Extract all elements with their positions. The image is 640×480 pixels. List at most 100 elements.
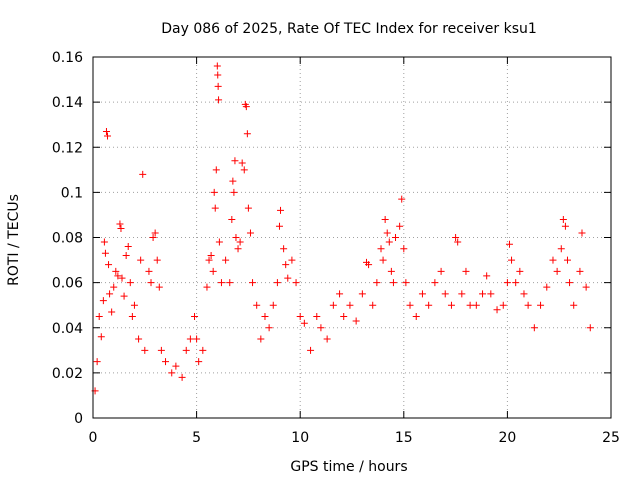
data-point (226, 279, 234, 287)
data-point (288, 256, 296, 264)
data-point (400, 245, 408, 253)
data-points (91, 62, 594, 395)
data-point (182, 346, 190, 354)
data-point (139, 170, 147, 178)
data-point (329, 301, 337, 309)
data-point (130, 301, 138, 309)
data-point (524, 301, 532, 309)
data-point (120, 292, 128, 300)
data-point (118, 274, 126, 282)
y-tick-label: 0.14 (52, 95, 83, 111)
x-tick-label: 20 (498, 430, 516, 446)
data-point (561, 222, 569, 230)
data-point (122, 252, 130, 260)
data-point (317, 324, 325, 332)
data-point (242, 103, 250, 111)
data-point (93, 358, 101, 366)
data-point (195, 358, 203, 366)
data-point (437, 267, 445, 275)
data-point (570, 301, 578, 309)
data-point (117, 224, 125, 232)
data-point (230, 188, 238, 196)
data-point (512, 279, 520, 287)
data-point (186, 335, 194, 343)
data-point (277, 206, 285, 214)
ticks (92, 56, 612, 419)
data-point (292, 279, 300, 287)
data-point (557, 245, 565, 253)
data-point (222, 256, 230, 264)
data-point (582, 283, 590, 291)
data-point (153, 256, 161, 264)
data-point (240, 166, 248, 174)
data-point (207, 252, 215, 260)
data-point (425, 301, 433, 309)
data-point (112, 267, 120, 275)
y-tick-label: 0.02 (52, 366, 83, 382)
data-point (537, 301, 545, 309)
y-tick-label: 0.16 (52, 50, 83, 66)
data-point (381, 215, 389, 223)
y-tick-labels: 0 0.02 0.04 0.06 0.08 0.1 0.12 0.14 0.16 (52, 50, 83, 427)
data-point (452, 234, 460, 241)
data-point (365, 261, 373, 269)
data-point (508, 256, 516, 264)
data-point (135, 335, 143, 343)
data-point (385, 238, 393, 246)
data-point (100, 238, 108, 246)
data-point (352, 317, 360, 325)
x-tick-label: 25 (602, 430, 620, 446)
data-point (300, 319, 308, 327)
data-point (211, 204, 219, 212)
data-point (151, 229, 159, 237)
data-point (269, 301, 277, 309)
data-point (246, 229, 254, 237)
data-point (147, 279, 155, 287)
data-point (105, 261, 113, 269)
data-point (215, 96, 223, 104)
data-point (576, 267, 584, 275)
data-point (155, 283, 163, 291)
y-tick-label: 0.06 (52, 276, 83, 292)
data-point (110, 283, 118, 291)
data-point (358, 290, 366, 298)
data-point (238, 159, 246, 167)
data-point (141, 346, 149, 354)
data-point (234, 245, 242, 253)
data-point (178, 373, 186, 381)
chart-title: Day 086 of 2025, Rate Of TEC Index for r… (161, 21, 537, 37)
x-tick-label: 10 (291, 430, 309, 446)
data-point (210, 188, 218, 196)
data-point (191, 312, 199, 320)
x-axis-label: GPS time / hours (290, 459, 407, 475)
data-point (402, 279, 410, 287)
data-point (253, 301, 261, 309)
data-point (99, 297, 107, 305)
data-point (244, 204, 252, 212)
y-tick-label: 0.04 (52, 321, 83, 337)
data-point (261, 312, 269, 320)
data-point (95, 312, 103, 320)
data-point (553, 267, 561, 275)
data-point (228, 215, 236, 223)
data-point (214, 82, 222, 90)
data-point (441, 290, 449, 298)
data-point (499, 301, 507, 309)
data-point (229, 177, 237, 185)
data-point (340, 312, 348, 320)
data-point (383, 229, 391, 237)
x-tick-label: 15 (395, 430, 413, 446)
data-point (215, 238, 223, 246)
data-point (392, 234, 400, 241)
x-tick-labels: 0 5 10 15 20 25 (89, 430, 620, 446)
data-point (282, 261, 290, 269)
data-point (336, 290, 344, 298)
data-point (313, 312, 321, 320)
data-point (447, 301, 455, 309)
data-point (128, 312, 136, 320)
data-point (387, 267, 395, 275)
data-point (487, 290, 495, 298)
data-point (236, 238, 244, 246)
data-point (418, 290, 426, 298)
